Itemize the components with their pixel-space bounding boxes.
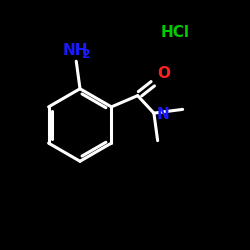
Text: N: N (157, 107, 170, 122)
Text: HCl: HCl (160, 25, 190, 40)
Text: NH: NH (62, 43, 88, 58)
Text: 2: 2 (82, 48, 91, 61)
Text: O: O (158, 66, 170, 82)
